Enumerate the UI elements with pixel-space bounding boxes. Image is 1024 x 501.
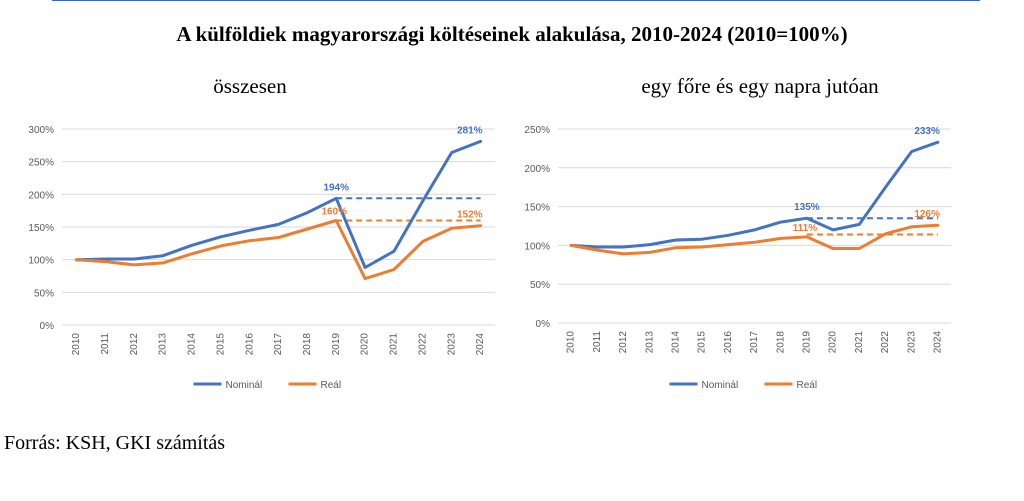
x-tick-label: 2010 [566, 331, 577, 354]
x-tick-label: 2019 [331, 333, 342, 356]
y-tick-label: 200% [28, 190, 54, 201]
x-tick-label: 2018 [302, 333, 313, 356]
x-tick-label: 2013 [158, 333, 169, 356]
x-tick-label: 2011 [592, 331, 603, 353]
x-tick-label: 2017 [273, 333, 284, 356]
y-tick-label: 200% [524, 164, 550, 175]
series-line [569, 140, 940, 249]
x-tick-label: 2022 [880, 331, 891, 354]
x-tick-label: 2015 [215, 333, 226, 356]
x-tick-label: 2023 [906, 331, 917, 354]
x-tick-label: 2020 [360, 333, 371, 356]
y-tick-label: 100% [28, 256, 54, 267]
x-tick-label: 2012 [618, 331, 629, 354]
data-label: 160% [321, 206, 347, 217]
x-tick-label: 2024 [475, 333, 486, 356]
y-tick-label: 150% [28, 223, 54, 234]
x-tick-label: 2023 [446, 333, 457, 356]
right-line-chart: 0% 50% 100% 150% 200% 250% 2010 2011 2012 2013 201… [524, 125, 951, 391]
top-rule [52, 0, 980, 1]
series-line [74, 139, 483, 269]
left-chart-subtitle: összesen [213, 74, 287, 98]
y-tick-label: 250% [28, 158, 54, 169]
x-tick-label: 2017 [749, 331, 760, 354]
data-label: 194% [323, 182, 349, 193]
x-tick-label: 2013 [644, 331, 655, 354]
x-tick-label: 2012 [129, 333, 140, 356]
legend-label: Reál [321, 380, 342, 391]
x-tick-label: 2024 [933, 331, 944, 354]
page-title: A külföldiek magyarországi költéseinek a… [176, 22, 848, 46]
x-tick-label: 2014 [187, 333, 198, 356]
x-tick-label: 2010 [71, 333, 82, 356]
x-tick-label: 2016 [723, 331, 734, 354]
legend-label: Reál [797, 380, 818, 391]
data-label: 126% [914, 209, 940, 220]
y-tick-label: 150% [524, 203, 550, 214]
x-tick-label: 2021 [389, 333, 400, 356]
right-chart-subtitle: egy főre és egy napra jutóan [641, 74, 879, 98]
y-tick-label: 50% [34, 288, 54, 299]
x-tick-label: 2022 [417, 333, 428, 356]
legend-label: Nominál [226, 380, 263, 391]
y-tick-label: 50% [530, 280, 550, 291]
left-line-chart: 0% 50% 100% 150% 200% 250% 300% 2010 2011 2012 201… [28, 125, 495, 391]
x-tick-label: 2020 [828, 331, 839, 354]
x-tick-label: 2018 [775, 331, 786, 354]
x-tick-label: 2019 [802, 331, 813, 354]
y-tick-label: 100% [524, 241, 550, 252]
x-tick-label: 2011 [100, 333, 111, 355]
series-line [569, 223, 940, 256]
y-tick-label: 0% [536, 319, 551, 330]
data-label: 233% [914, 126, 940, 137]
y-tick-label: 0% [40, 321, 55, 332]
data-label: 135% [794, 202, 820, 213]
y-tick-label: 250% [524, 125, 550, 136]
series-line [74, 219, 483, 281]
x-tick-label: 2021 [854, 331, 865, 354]
data-label: 281% [457, 125, 483, 136]
legend-label: Nominál [702, 380, 739, 391]
x-tick-label: 2016 [244, 333, 255, 356]
source-note: Forrás: KSH, GKI számítás [4, 432, 226, 454]
y-tick-label: 300% [28, 125, 54, 136]
data-label: 111% [793, 223, 818, 234]
x-tick-label: 2014 [671, 331, 682, 354]
x-tick-label: 2015 [697, 331, 708, 354]
data-label: 152% [457, 210, 483, 221]
